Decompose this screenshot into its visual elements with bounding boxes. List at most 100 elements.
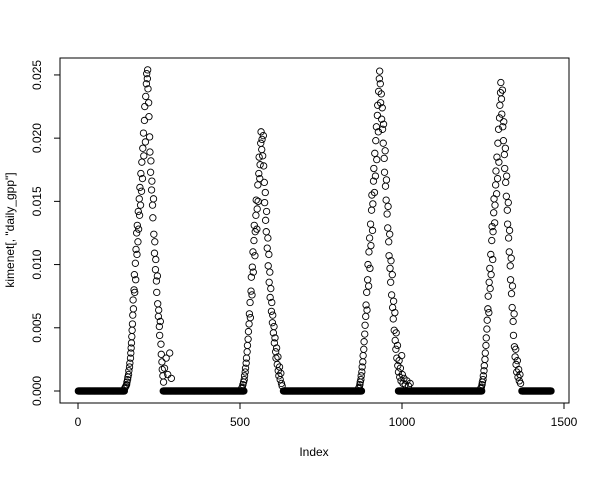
data-point	[271, 334, 279, 342]
data-point	[145, 113, 153, 121]
data-point	[508, 303, 516, 312]
data-point	[363, 288, 371, 297]
y-tick-label: 0.025	[30, 60, 44, 90]
data-point	[266, 293, 274, 302]
data-point	[157, 340, 165, 348]
data-point	[380, 168, 389, 176]
data-point	[387, 291, 396, 299]
data-point	[134, 225, 143, 233]
data-point	[486, 284, 494, 293]
data-point	[245, 310, 254, 318]
data-point	[485, 278, 493, 286]
data-point	[498, 110, 506, 118]
data-point	[267, 284, 275, 293]
data-point	[386, 230, 394, 238]
data-point	[486, 264, 494, 273]
data-point	[266, 268, 274, 276]
data-point	[148, 177, 156, 185]
data-point	[483, 316, 491, 324]
data-point	[361, 330, 369, 338]
data-point	[484, 292, 492, 300]
data-point	[490, 209, 498, 217]
data-point	[247, 287, 255, 295]
data-point	[269, 311, 277, 319]
data-point	[479, 375, 487, 384]
data-point	[481, 355, 489, 364]
data-point	[141, 138, 150, 146]
data-point	[253, 205, 261, 213]
data-point	[123, 375, 132, 384]
data-point	[499, 137, 508, 145]
data-point	[138, 158, 146, 166]
data-point	[252, 196, 260, 204]
data-point	[503, 206, 511, 214]
data-point	[156, 331, 164, 340]
data-point	[505, 248, 513, 256]
data-point	[242, 359, 250, 367]
data-point	[389, 315, 397, 323]
data-point	[368, 191, 376, 199]
data-point	[140, 152, 148, 160]
data-point	[389, 297, 398, 305]
data-point	[505, 226, 514, 235]
data-point	[263, 244, 271, 252]
data-point	[143, 70, 151, 78]
data-point	[247, 273, 256, 281]
data-point	[511, 353, 519, 361]
data-point	[515, 365, 523, 374]
data-point	[489, 255, 497, 264]
data-point	[254, 181, 262, 189]
data-point	[396, 364, 405, 372]
data-point	[152, 277, 161, 285]
data-point	[150, 249, 159, 257]
data-point	[240, 375, 248, 384]
data-point	[151, 265, 160, 274]
scatter-points	[121, 66, 525, 393]
data-point	[516, 370, 524, 379]
data-point	[248, 291, 256, 299]
data-point	[132, 245, 140, 254]
data-point	[382, 196, 390, 204]
data-point	[516, 379, 525, 388]
data-point	[357, 372, 365, 380]
data-point	[267, 307, 276, 315]
data-point	[488, 222, 496, 231]
data-point	[364, 260, 372, 269]
data-point	[497, 78, 505, 87]
data-point	[512, 345, 520, 353]
data-point	[132, 276, 140, 284]
data-point	[379, 120, 388, 128]
data-point	[376, 80, 384, 88]
data-point	[506, 262, 514, 270]
data-point	[361, 321, 369, 329]
data-point	[259, 131, 267, 140]
data-point	[258, 145, 266, 154]
data-point	[508, 282, 517, 290]
data-point	[365, 234, 374, 242]
data-point	[492, 190, 501, 198]
data-point	[377, 90, 385, 98]
data-point	[398, 370, 406, 379]
data-point	[138, 174, 147, 183]
data-point	[358, 368, 366, 376]
data-point	[504, 198, 512, 207]
data-point	[499, 123, 507, 131]
data-point	[268, 319, 277, 327]
y-tick-label: 0.015	[30, 186, 44, 216]
data-point	[131, 259, 140, 267]
data-point	[272, 344, 281, 352]
data-point	[514, 373, 522, 381]
data-point	[264, 234, 272, 242]
data-point	[268, 298, 276, 307]
data-point	[356, 381, 364, 389]
data-point	[500, 118, 508, 126]
data-point	[141, 102, 149, 111]
data-point	[258, 135, 266, 144]
data-point	[498, 86, 507, 94]
data-point	[134, 207, 142, 216]
data-point	[491, 181, 500, 189]
data-point	[393, 341, 402, 350]
data-point	[396, 373, 404, 381]
data-point	[364, 276, 372, 284]
